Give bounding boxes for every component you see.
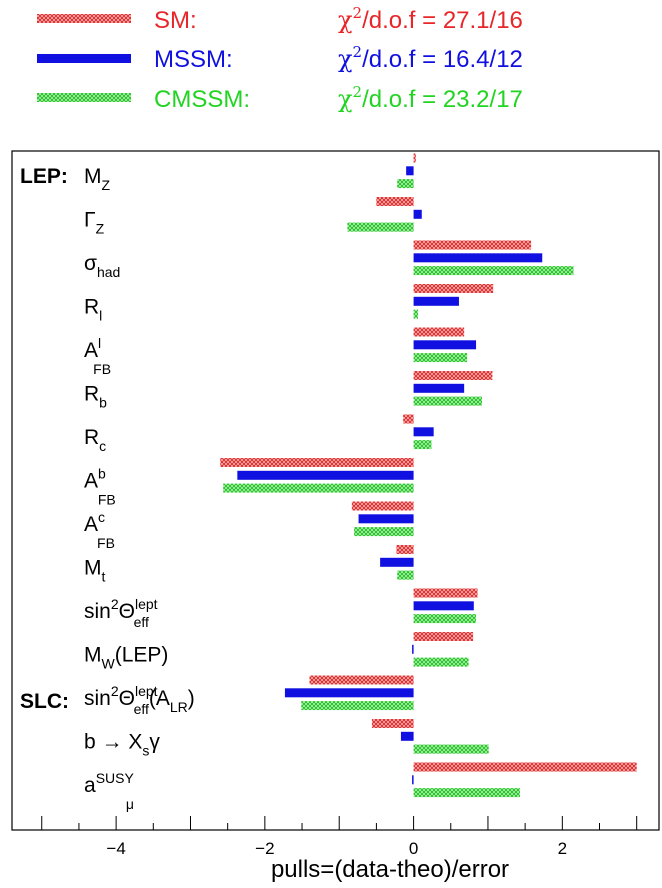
bar-mssm-5 [413, 383, 465, 393]
bar-cmssm-3 [413, 309, 419, 319]
bar-cmssm-6 [413, 440, 432, 450]
bar-sm-9 [396, 545, 414, 554]
bar-mssm-3 [413, 296, 459, 306]
group-label-lep: LEP: [20, 165, 68, 188]
category-label-5: Rb [84, 383, 107, 411]
bar-mssm-11 [412, 644, 414, 654]
legend-item-sm: SM: χ2/d.o.f = 27.1/16 [37, 4, 523, 34]
legend-chi-mssm: χ2/d.o.f = 16.4/12 [338, 43, 523, 73]
category-label-1: ΓZ [84, 209, 105, 237]
bar-cmssm-4 [413, 353, 468, 363]
bar-sm-8 [351, 501, 414, 511]
category-label-14: aSUSY μ [84, 770, 134, 812]
bar-sm-2 [413, 240, 532, 250]
bar-mssm-9 [380, 557, 414, 567]
x-axis: −4 −2 0 2 [41, 816, 638, 858]
bar-mssm-7 [237, 470, 414, 480]
plot-frame [11, 150, 660, 831]
x-tick-label: 2 [558, 839, 567, 858]
bar-sm-7 [220, 458, 414, 467]
bar-mssm-8 [358, 514, 414, 524]
category-label-12: sin2Θlept eff(ALR) [84, 683, 195, 717]
category-label-11: MW(LEP) [84, 644, 168, 672]
legend: SM: χ2/d.o.f = 27.1/16 MSSM: χ2/d.o.f = … [37, 4, 523, 113]
bar-sm-0 [413, 153, 416, 163]
bar-sm-4 [413, 327, 465, 337]
bar-sm-3 [413, 284, 494, 293]
x-tick-label: 0 [409, 839, 418, 858]
bar-cmssm-12 [301, 701, 414, 711]
bar-cmssm-10 [413, 614, 477, 624]
bar-sm-13 [371, 719, 414, 728]
category-label-10: sin2Θlept eff [84, 596, 158, 630]
category-label-6: Rc [84, 426, 106, 454]
bar-cmssm-13 [413, 744, 489, 754]
bar-cmssm-1 [347, 222, 414, 232]
bar-mssm-1 [413, 209, 422, 219]
group-label-slc: SLC: [20, 690, 69, 713]
bar-mssm-2 [413, 253, 543, 263]
legend-label-cmssm: CMSSM: [154, 86, 250, 113]
bar-mssm-4 [413, 340, 477, 350]
bar-cmssm-7 [223, 483, 414, 493]
bar-cmssm-0 [397, 179, 414, 189]
legend-item-mssm: MSSM: χ2/d.o.f = 16.4/12 [37, 43, 523, 73]
x-tick-label: −2 [255, 839, 274, 858]
category-label-2: σhad [84, 252, 120, 280]
category-label-7: Ab FB [84, 466, 116, 508]
bar-cmssm-9 [397, 570, 414, 580]
bars [220, 153, 637, 798]
bar-sm-12 [309, 675, 414, 685]
bar-cmssm-11 [413, 657, 469, 667]
category-label-9: Mt [84, 557, 106, 585]
bar-mssm-0 [406, 166, 414, 176]
category-label-4: Al FB [84, 335, 111, 377]
bar-sm-6 [403, 414, 414, 424]
bar-mssm-14 [412, 775, 414, 785]
bar-sm-11 [413, 632, 474, 641]
legend-swatch-mssm [37, 54, 131, 63]
legend-swatch-cmssm [37, 93, 131, 102]
bar-mssm-10 [413, 601, 474, 611]
bar-sm-5 [413, 371, 493, 380]
category-label-3: Rl [84, 296, 102, 324]
x-axis-label: pulls=(data-theo)/error [271, 856, 509, 883]
bar-mssm-12 [284, 688, 414, 698]
legend-chi-cmssm: χ2/d.o.f = 23.2/17 [338, 83, 523, 113]
bar-sm-1 [376, 197, 414, 206]
legend-label-mssm: MSSM: [154, 46, 233, 73]
bar-mssm-6 [413, 427, 434, 437]
legend-item-cmssm: CMSSM: χ2/d.o.f = 23.2/17 [37, 83, 523, 113]
legend-label-sm: SM: [154, 7, 197, 34]
x-tick-label: −4 [106, 839, 125, 858]
legend-chi-sm: χ2/d.o.f = 27.1/16 [338, 4, 523, 34]
bar-cmssm-5 [413, 396, 483, 406]
bar-sm-14 [413, 762, 637, 772]
legend-swatch-sm [37, 14, 131, 23]
category-label-0: MZ [84, 165, 111, 193]
bar-cmssm-8 [354, 527, 414, 537]
bar-mssm-13 [400, 731, 414, 741]
category-label-8: Ac FB [84, 509, 115, 551]
bar-sm-10 [413, 588, 478, 598]
bar-cmssm-14 [413, 788, 520, 798]
category-label-13: b → Xsγ [84, 731, 160, 759]
bar-cmssm-2 [413, 266, 574, 276]
